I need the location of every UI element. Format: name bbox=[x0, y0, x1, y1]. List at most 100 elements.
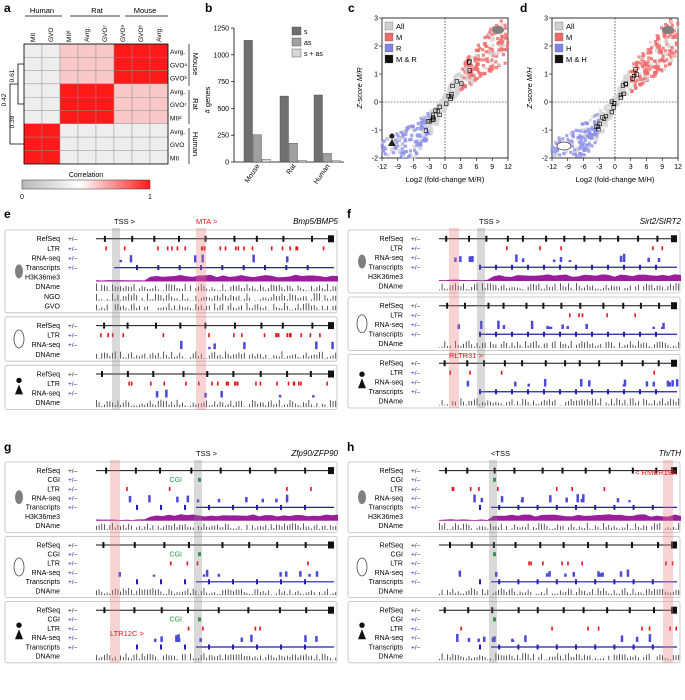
element-label: RLTR31 > bbox=[449, 351, 483, 360]
dname-bar bbox=[576, 653, 577, 661]
dname-bar bbox=[584, 654, 585, 661]
heatmap-cell bbox=[149, 57, 169, 71]
transcript-exon bbox=[517, 504, 520, 510]
refseq-exon bbox=[671, 235, 677, 243]
dname-bar bbox=[292, 401, 294, 408]
dname-bar bbox=[449, 592, 451, 596]
scatter-point bbox=[499, 48, 503, 52]
scatter-point bbox=[426, 114, 430, 118]
scatter-point bbox=[472, 74, 476, 78]
ltr-element bbox=[176, 246, 179, 251]
scatter-point bbox=[503, 23, 507, 27]
scatter-point bbox=[386, 153, 391, 157]
dname-bar bbox=[455, 654, 456, 661]
dname-bar bbox=[251, 657, 253, 661]
dname-bar bbox=[329, 657, 331, 661]
dname-bar bbox=[195, 404, 197, 408]
dname-bar bbox=[165, 593, 167, 596]
dname-bar bbox=[664, 591, 666, 596]
scatter-point bbox=[613, 100, 617, 105]
dname-bar bbox=[648, 284, 650, 291]
dname-bar bbox=[530, 284, 532, 291]
strand-label: +/– bbox=[411, 332, 421, 339]
ltr-element bbox=[286, 487, 288, 491]
refseq-exon bbox=[545, 235, 548, 242]
track-label: LTR bbox=[47, 333, 60, 340]
dname-bar bbox=[238, 526, 240, 530]
dname-bar bbox=[297, 405, 299, 408]
dname-bar bbox=[254, 288, 256, 292]
dname-bar bbox=[160, 399, 162, 408]
row-label-3: Avrg. bbox=[170, 89, 185, 96]
dname-bar bbox=[675, 528, 677, 530]
scatter-point bbox=[601, 128, 605, 132]
refseq-exon bbox=[126, 322, 129, 329]
y-tick-label: 3 bbox=[374, 16, 378, 23]
rna-seq-peak bbox=[243, 342, 246, 350]
dname-bar bbox=[500, 285, 502, 291]
dname-bar bbox=[243, 406, 245, 408]
dname-bar bbox=[447, 528, 448, 530]
dname-bar bbox=[227, 353, 229, 359]
dname-bar bbox=[482, 526, 483, 530]
scatter-point bbox=[654, 48, 658, 52]
track-label: RefSeq bbox=[37, 371, 60, 378]
dname-bar bbox=[112, 522, 113, 530]
scatter-point bbox=[630, 69, 634, 74]
scatter-point bbox=[423, 121, 427, 125]
scatter-point bbox=[595, 138, 599, 142]
dname-bar bbox=[506, 402, 508, 406]
dname-bar bbox=[297, 525, 299, 530]
refseq-exon bbox=[443, 360, 446, 367]
dname-bar bbox=[292, 594, 294, 596]
cgi-element bbox=[198, 552, 201, 557]
dname-bar bbox=[160, 357, 162, 359]
dname-bar bbox=[592, 529, 594, 530]
species-label-human: Human bbox=[30, 6, 54, 15]
refseq-exon bbox=[583, 235, 586, 242]
scatter-point bbox=[442, 94, 446, 99]
dname-bar bbox=[230, 286, 232, 292]
dname-bar bbox=[133, 293, 135, 301]
track-label: CGI bbox=[48, 477, 61, 484]
dname-bar bbox=[527, 523, 529, 530]
dname-bar bbox=[238, 306, 240, 311]
legend-label: H bbox=[566, 44, 571, 53]
dname-bar bbox=[155, 285, 156, 292]
dname-bar bbox=[570, 523, 572, 530]
dname-bar bbox=[643, 342, 645, 349]
dname-bar bbox=[672, 399, 674, 406]
dname-bar bbox=[600, 658, 602, 661]
dname-bar bbox=[281, 655, 283, 661]
dname-bar bbox=[297, 657, 299, 661]
dname-bar bbox=[554, 283, 556, 291]
strand-label: +/– bbox=[411, 313, 421, 320]
refseq-exon bbox=[564, 360, 567, 367]
dname-bar bbox=[594, 399, 596, 406]
dname-bar bbox=[182, 654, 183, 661]
dname-bar bbox=[141, 297, 143, 301]
tss-highlight bbox=[112, 228, 120, 410]
dname-bar bbox=[268, 654, 269, 661]
scatter-point bbox=[415, 152, 419, 156]
dname-bar bbox=[546, 525, 548, 530]
y-tick-label: -2 bbox=[372, 156, 378, 163]
scatter-point bbox=[593, 133, 597, 137]
dname-bar bbox=[179, 352, 181, 359]
dname-bar bbox=[122, 656, 124, 661]
scatter-point bbox=[641, 77, 645, 81]
scatter-point-shared bbox=[431, 117, 436, 122]
dname-bar bbox=[444, 523, 446, 530]
heatmap-cell bbox=[41, 136, 61, 151]
transcript-exon bbox=[517, 644, 520, 650]
refseq-exon bbox=[158, 467, 161, 474]
dname-bar bbox=[225, 589, 226, 596]
scatter-point bbox=[423, 137, 427, 142]
transcript-exon bbox=[511, 331, 513, 337]
transcript-exon bbox=[280, 579, 282, 585]
transcript-exon bbox=[221, 265, 224, 271]
dname-bar bbox=[616, 286, 618, 291]
legend-label: M & R bbox=[396, 55, 417, 64]
scatter-point-shared bbox=[620, 83, 626, 88]
